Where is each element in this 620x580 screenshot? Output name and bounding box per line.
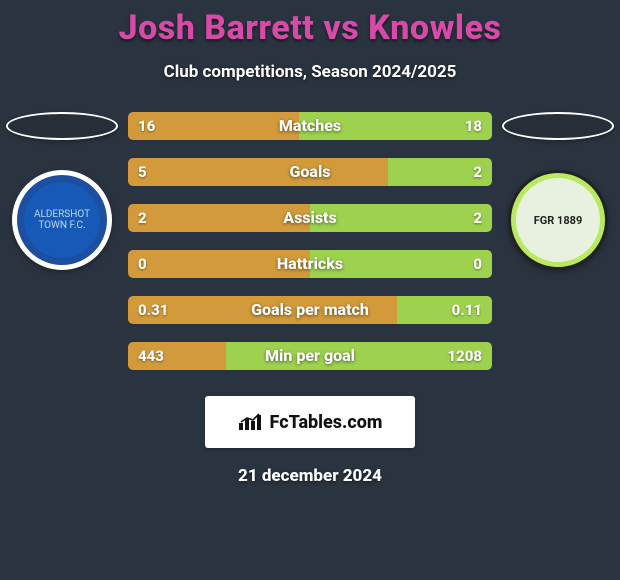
stat-right-value: 18 [465,112,482,140]
right-club-logo: FGR 1889 [508,170,608,270]
stat-right-value: 2 [473,204,482,232]
stat-row: 0 0 Hattricks [128,250,492,278]
stat-left-value: 443 [138,342,164,370]
stat-right-value: 0.11 [452,296,482,324]
page-title: Josh Barrett vs Knowles [0,8,620,48]
stat-label: Matches [279,112,341,140]
stat-left-value: 2 [138,204,147,232]
stat-left-value: 16 [138,112,155,140]
brand-badge: FcTables.com [205,396,415,448]
stat-left-segment [128,158,388,186]
right-side: FGR 1889 [498,112,618,270]
brand-name: FcTables.com [270,412,383,433]
comparison-card: Josh Barrett vs Knowles Club competition… [0,0,620,580]
left-club-logo: ALDERSHOT TOWN F.C. [12,170,112,270]
stat-row: 0.31 0.11 Goals per match [128,296,492,324]
stat-left-value: 5 [138,158,147,186]
stat-right-value: 0 [473,250,482,278]
stat-row: 16 18 Matches [128,112,492,140]
stat-right-segment [310,204,492,232]
subtitle: Club competitions, Season 2024/2025 [0,62,620,82]
left-club-label: ALDERSHOT TOWN F.C. [24,182,100,258]
stat-left-value: 0.31 [138,296,168,324]
stat-row: 5 2 Goals [128,158,492,186]
comparison-body: ALDERSHOT TOWN F.C. 1618Matches52Goals22… [0,112,620,370]
stat-right-value: 2 [473,158,482,186]
right-player-silhouette [502,112,614,140]
left-player-silhouette [6,112,118,140]
stat-left-value: 0 [138,250,147,278]
chart-icon [238,413,264,431]
stat-label: Goals [290,158,331,186]
stat-label: Assists [283,204,336,232]
stat-row: 443 1208 Min per goal [128,342,492,370]
stat-label: Hattricks [277,250,343,278]
stat-right-value: 1208 [447,342,482,370]
stat-label: Goals per match [251,296,369,324]
right-club-label: FGR 1889 [516,178,600,262]
stat-bars: 16 18 Matches 5 2 Goals 2 2 Assists 0 0 Hattricks 0.… [128,112,492,370]
date-label: 21 december 2024 [0,466,620,486]
stat-label: Min per goal [265,342,355,370]
stat-row: 2 2 Assists [128,204,492,232]
left-side: ALDERSHOT TOWN F.C. [2,112,122,270]
